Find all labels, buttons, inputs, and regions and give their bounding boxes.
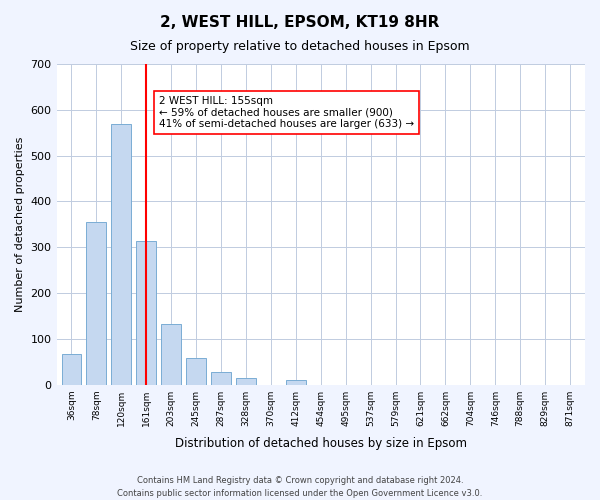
- Bar: [62, 354, 82, 384]
- Text: Contains HM Land Registry data © Crown copyright and database right 2024.: Contains HM Land Registry data © Crown c…: [137, 476, 463, 485]
- Text: Size of property relative to detached houses in Epsom: Size of property relative to detached ho…: [130, 40, 470, 53]
- Bar: [86, 222, 106, 384]
- Text: 2, WEST HILL, EPSOM, KT19 8HR: 2, WEST HILL, EPSOM, KT19 8HR: [160, 15, 440, 30]
- Bar: [136, 242, 156, 384]
- Bar: [236, 378, 256, 384]
- Bar: [286, 380, 306, 384]
- Bar: [112, 124, 131, 384]
- X-axis label: Distribution of detached houses by size in Epsom: Distribution of detached houses by size …: [175, 437, 467, 450]
- Y-axis label: Number of detached properties: Number of detached properties: [15, 136, 25, 312]
- Text: 2 WEST HILL: 155sqm
← 59% of detached houses are smaller (900)
41% of semi-detac: 2 WEST HILL: 155sqm ← 59% of detached ho…: [159, 96, 414, 130]
- Bar: [211, 372, 231, 384]
- Bar: [186, 358, 206, 384]
- Text: Contains public sector information licensed under the Open Government Licence v3: Contains public sector information licen…: [118, 488, 482, 498]
- Bar: [161, 324, 181, 384]
